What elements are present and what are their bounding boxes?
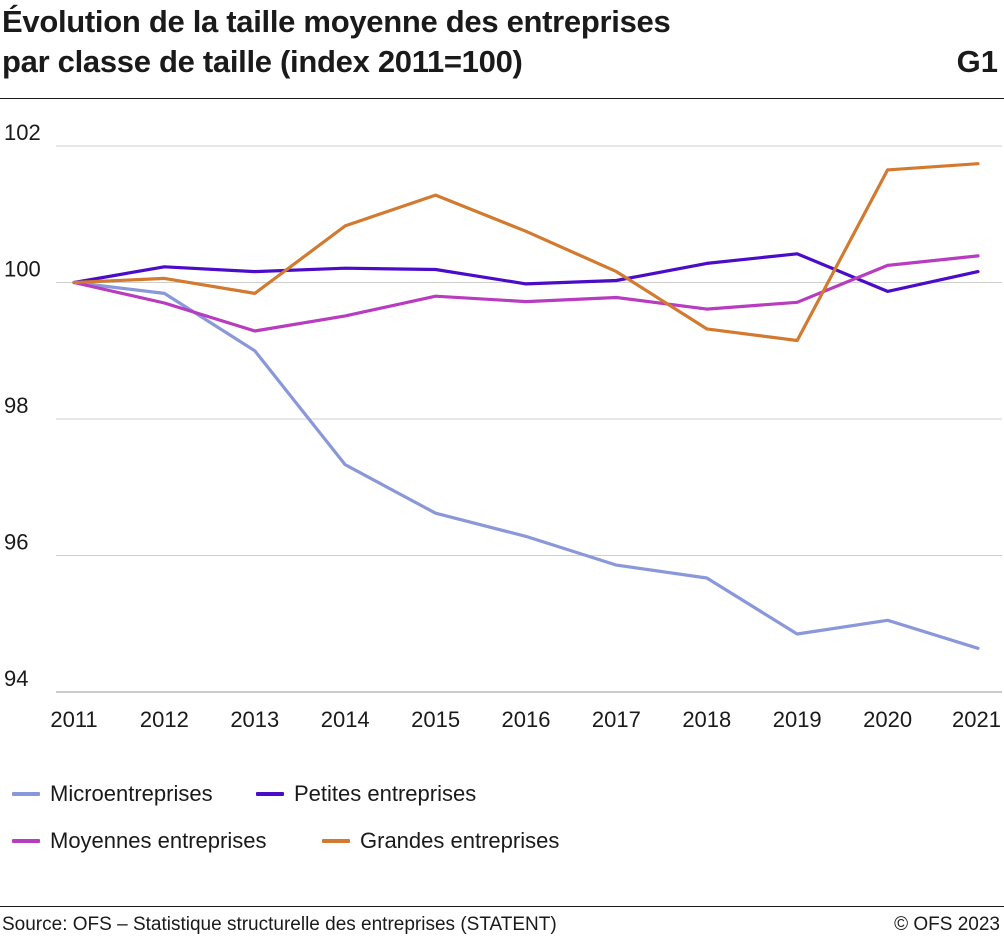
y-tick-labels: 94 96 98 100 102 bbox=[4, 120, 41, 691]
legend-label: Petites entreprises bbox=[294, 781, 477, 806]
chart-title-line1: Évolution de la taille moyenne des entre… bbox=[2, 4, 671, 39]
series-line-grandes-entreprises bbox=[72, 162, 980, 343]
x-tick-labels: 2011 2012 2013 2014 2015 2016 2017 2018 2019 2020… bbox=[50, 707, 1001, 732]
source-note: Source: OFS – Statistique structurelle d… bbox=[2, 914, 557, 935]
x-tick-label-2012: 2012 bbox=[140, 707, 189, 732]
x-tick-label-2021: 2021 bbox=[952, 707, 1001, 732]
y-tick-label-100: 100 bbox=[4, 257, 41, 282]
x-tick-label-2018: 2018 bbox=[682, 707, 731, 732]
x-tick-label-2013: 2013 bbox=[230, 707, 279, 732]
legend-item-petites-entreprises: Petites entreprises bbox=[256, 781, 476, 807]
legend-item-microentreprises: Microentreprises bbox=[12, 781, 213, 807]
top-rule bbox=[0, 98, 1004, 99]
series-line-petites-entreprises bbox=[72, 252, 980, 293]
copyright-note: © OFS 2023 bbox=[894, 914, 1000, 935]
x-tick-label-2019: 2019 bbox=[773, 707, 822, 732]
legend-item-grandes-entreprises: Grandes entreprises bbox=[322, 828, 559, 854]
y-tick-label-98: 98 bbox=[4, 393, 28, 418]
legend-swatch bbox=[256, 792, 284, 796]
chart-title: Évolution de la taille moyenne des entre… bbox=[2, 2, 902, 82]
legend-swatch bbox=[322, 839, 350, 843]
chart-title-line2: par classe de taille (index 2011=100) bbox=[2, 44, 523, 79]
legend-label: Moyennes entreprises bbox=[50, 828, 267, 853]
legend-label: Grandes entreprises bbox=[360, 828, 560, 853]
x-tick-label-2011: 2011 bbox=[50, 707, 97, 732]
series-lines bbox=[72, 162, 980, 650]
chart-code: G1 bbox=[956, 44, 998, 79]
series-line-microentreprises bbox=[72, 280, 980, 650]
gridlines bbox=[56, 145, 1002, 693]
x-tick-label-2017: 2017 bbox=[592, 707, 641, 732]
x-tick-label-2015: 2015 bbox=[411, 707, 460, 732]
x-tick-label-2014: 2014 bbox=[321, 707, 370, 732]
legend-swatch bbox=[12, 839, 40, 843]
series-line-moyennes-entreprises bbox=[72, 254, 980, 333]
y-tick-label-94: 94 bbox=[4, 666, 28, 691]
x-tick-label-2020: 2020 bbox=[863, 707, 912, 732]
bottom-rule bbox=[0, 906, 1004, 907]
y-tick-label-102: 102 bbox=[4, 120, 41, 145]
legend-label: Microentreprises bbox=[50, 781, 213, 806]
legend-item-moyennes-entreprises: Moyennes entreprises bbox=[12, 828, 266, 854]
x-tick-label-2016: 2016 bbox=[502, 707, 551, 732]
y-tick-label-96: 96 bbox=[4, 530, 28, 555]
legend-swatch bbox=[12, 792, 40, 796]
